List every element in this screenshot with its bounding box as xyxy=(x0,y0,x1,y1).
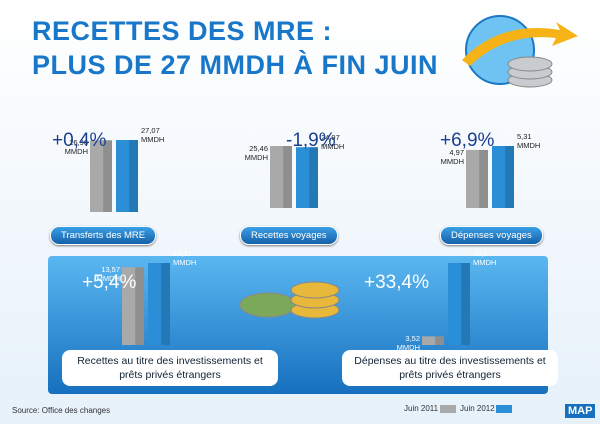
bar-shade xyxy=(283,146,292,208)
legend-label: Juin 2012 xyxy=(460,404,495,413)
value-label: 14,31 MMDH xyxy=(173,249,197,267)
title: PLUS DE 27 MMDH À FIN JUIN xyxy=(32,50,439,80)
bar-shade xyxy=(461,263,470,345)
bar-shade xyxy=(129,140,138,212)
bar-shade xyxy=(479,149,488,208)
panel-label: Dépenses voyages xyxy=(440,226,543,245)
value-label: 26,96 MMDH xyxy=(64,138,88,157)
bar-shade xyxy=(103,140,112,212)
bar-shade xyxy=(161,263,170,345)
value-label: 4,97 MMDH xyxy=(440,147,464,166)
bar xyxy=(422,336,444,345)
value-label: 5,31 MMDH xyxy=(517,132,541,150)
value-label: 33,4 MMDH xyxy=(473,249,497,267)
legend-swatch xyxy=(440,405,456,413)
source: Source: Office des changes xyxy=(12,406,111,415)
bar-shade xyxy=(435,336,444,345)
change-label: +5,4% xyxy=(82,272,137,293)
bar xyxy=(448,263,470,345)
bar-shade xyxy=(135,267,144,345)
change-label: -1,9% xyxy=(286,130,336,151)
bar xyxy=(122,267,144,345)
bar xyxy=(492,146,514,208)
legend-swatch xyxy=(496,405,512,413)
value-label: 25,46 MMDH xyxy=(244,144,268,162)
panel-label: Transferts des MRE xyxy=(50,226,157,245)
bar xyxy=(116,140,138,212)
title: RECETTES DES MRE : xyxy=(32,16,333,46)
bar xyxy=(148,263,170,345)
panel-label: Recettes voyages xyxy=(240,226,338,245)
bar-shade xyxy=(309,147,318,208)
logo: MAP xyxy=(565,404,596,418)
value-label: 24,97 MMDH xyxy=(321,133,345,152)
panel-label-box: Recettes au titre des investissements et… xyxy=(62,350,278,386)
legend-label: Juin 2011 xyxy=(404,404,439,413)
bar xyxy=(90,140,112,212)
coins-icon xyxy=(239,56,553,319)
bar-shade xyxy=(505,146,514,208)
value-label: 3,52 MMDH xyxy=(396,334,420,353)
bar xyxy=(270,146,292,208)
panel-label-box: Dépenses au titre des investissements et… xyxy=(342,350,558,386)
value-label: 13,57 MMDH xyxy=(96,265,120,284)
change-label: +0,4% xyxy=(52,130,107,151)
bar xyxy=(296,147,318,208)
value-label: 27,07 MMDH xyxy=(141,126,165,144)
arrow-icon xyxy=(462,22,578,66)
change-label: +33,4% xyxy=(364,272,429,293)
change-label: +6,9% xyxy=(440,130,495,151)
bar xyxy=(466,149,488,208)
